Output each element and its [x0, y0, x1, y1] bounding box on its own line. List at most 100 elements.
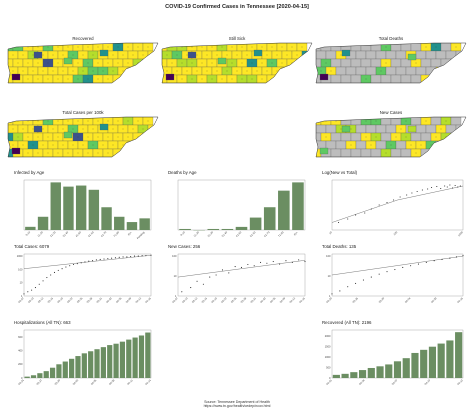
tick-label: 03-31: [95, 296, 103, 304]
data-point: [103, 258, 105, 260]
bar: [30, 375, 37, 378]
data-point: [417, 263, 420, 265]
county: [420, 132, 432, 142]
county: [355, 66, 367, 76]
data-point: [215, 274, 217, 276]
state-outline: [315, 116, 467, 158]
data-point: [253, 265, 255, 267]
county-grid: [8, 117, 158, 157]
map-title: Recovered: [72, 36, 94, 41]
total-deaths-chart: 03-20 03-25 03-30 04-04 04-09 04-15 1 10 100: [325, 253, 464, 304]
county: [410, 43, 422, 52]
tick-label: 03-22: [220, 296, 228, 304]
county-marker: [112, 54, 114, 56]
bar: [367, 367, 375, 378]
tick-label: 61-70: [100, 230, 108, 238]
data-point: [355, 282, 357, 284]
bar: [179, 228, 191, 230]
tick-label: 03-13: [191, 296, 199, 304]
county: [410, 117, 422, 126]
county-highlight: [63, 131, 73, 139]
county-marker: [390, 144, 392, 146]
tick-label: 04-01: [325, 378, 333, 386]
county-marker: [365, 120, 367, 122]
source-url-link[interactable]: https://www.tn.gov/health/cedep/ncov.htm…: [203, 404, 271, 409]
data-point: [240, 266, 243, 268]
county-marker: [52, 128, 54, 130]
data-point: [95, 259, 97, 261]
county: [385, 50, 397, 60]
county: [365, 124, 377, 134]
county: [355, 50, 367, 60]
county-marker: [221, 78, 223, 80]
county-marker: [221, 46, 223, 48]
county-marker: [340, 54, 342, 56]
county: [420, 148, 432, 157]
county-marker: [87, 136, 89, 138]
county-highlight: [187, 51, 197, 59]
county: [390, 148, 402, 157]
county: [380, 117, 392, 126]
county: [132, 148, 144, 157]
bar: [376, 366, 384, 378]
county-highlight: [99, 49, 109, 57]
data-point: [209, 276, 211, 278]
county: [400, 148, 412, 157]
county-marker: [166, 70, 168, 72]
county: [365, 50, 377, 60]
county-highlight: [407, 125, 417, 133]
county-marker: [47, 46, 49, 48]
bar: [138, 335, 145, 378]
data-point: [31, 289, 33, 291]
county-marker: [112, 128, 114, 130]
data-point: [114, 257, 116, 259]
county: [440, 43, 452, 52]
county-marker: [32, 70, 34, 72]
county: [330, 148, 342, 157]
data-point: [433, 260, 435, 262]
county: [122, 74, 134, 83]
data-point: [57, 269, 59, 271]
data-point: [459, 185, 461, 187]
county-marker: [147, 46, 149, 48]
plot-area: [331, 253, 464, 297]
county-marker: [52, 54, 54, 56]
county-marker: [92, 70, 94, 72]
county-marker: [57, 120, 59, 122]
county: [360, 58, 372, 68]
bar: [385, 364, 393, 378]
county-marker: [410, 144, 412, 146]
new-cases-chart: 03-07 03-10 03-13 03-16 03-19 03-22 03-25 03-28…: [171, 253, 306, 304]
county: [380, 132, 392, 142]
tn-map-still-sick: [161, 42, 313, 84]
tn-map-cases-per-100k: [7, 116, 159, 158]
tick-label: 04-06: [115, 296, 123, 304]
county-marker: [17, 136, 19, 138]
county-marker: [142, 54, 144, 56]
county-marker: [251, 78, 253, 80]
county: [316, 50, 327, 60]
county: [330, 58, 342, 68]
county: [301, 66, 312, 76]
data-point: [455, 256, 457, 258]
tick-label: 03-19: [56, 296, 64, 304]
tick-label: 04-02: [72, 378, 80, 386]
county: [296, 74, 308, 83]
county: [425, 50, 437, 60]
county-marker: [92, 144, 94, 146]
county-marker: [286, 54, 288, 56]
county-marker: [82, 54, 84, 56]
tick-label: 21-30: [49, 230, 57, 238]
county: [450, 74, 462, 83]
tick-label: 04-04: [358, 378, 366, 386]
county-marker: [127, 62, 129, 64]
county-marker: [122, 54, 124, 56]
county-marker: [385, 152, 387, 154]
county-marker: [206, 54, 208, 56]
tick-label: 04-06: [269, 296, 277, 304]
tick-label: 200: [18, 362, 23, 366]
tick-label: 03-10: [27, 296, 35, 304]
county: [450, 58, 462, 68]
bar: [207, 228, 220, 230]
tick-label: 03-22: [66, 296, 74, 304]
